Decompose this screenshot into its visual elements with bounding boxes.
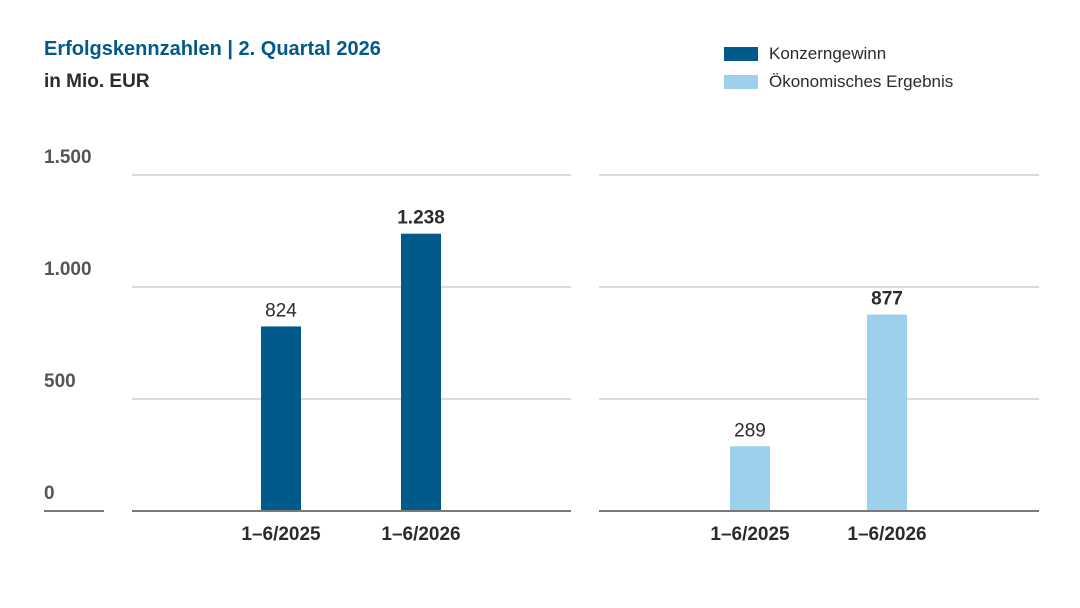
y-tick-label: 500 <box>44 371 76 392</box>
legend-label-konzerngewinn: Konzerngewinn <box>769 44 887 63</box>
y-tick-label: 1.500 <box>44 147 92 168</box>
y-tick-label: 0 <box>44 483 55 504</box>
legend-item-oekonomisches-ergebnis: Ökonomisches Ergebnis <box>724 68 953 96</box>
bar-2-2 <box>867 314 907 510</box>
legend: Konzerngewinn Ökonomisches Ergebnis <box>724 40 953 96</box>
x-category-label: 1–6/2026 <box>847 524 926 545</box>
value-label: 877 <box>871 289 903 310</box>
x-category-label: 1–6/2025 <box>241 524 321 545</box>
legend-label-oekonomisches-ergebnis: Ökonomisches Ergebnis <box>769 72 954 91</box>
value-label: 1.238 <box>397 208 445 229</box>
x-category-label: 1–6/2025 <box>710 524 790 545</box>
legend-swatch-konzerngewinn <box>724 47 758 61</box>
legend-swatch-oekonomisches-ergebnis <box>724 75 758 89</box>
y-tick-label: 1.000 <box>44 259 92 280</box>
bar-1-1 <box>261 326 301 510</box>
chart-subtitle: in Mio. EUR <box>44 71 150 92</box>
x-category-label: 1–6/2026 <box>381 524 460 545</box>
bar-1-2 <box>401 233 441 511</box>
chart-title: Erfolgskennzahlen | 2. Quartal 2026 <box>44 38 381 60</box>
value-label: 289 <box>734 420 766 441</box>
bar-2-1 <box>730 446 770 510</box>
legend-item-konzerngewinn: Konzerngewinn <box>724 40 953 68</box>
value-label: 824 <box>265 300 297 321</box>
